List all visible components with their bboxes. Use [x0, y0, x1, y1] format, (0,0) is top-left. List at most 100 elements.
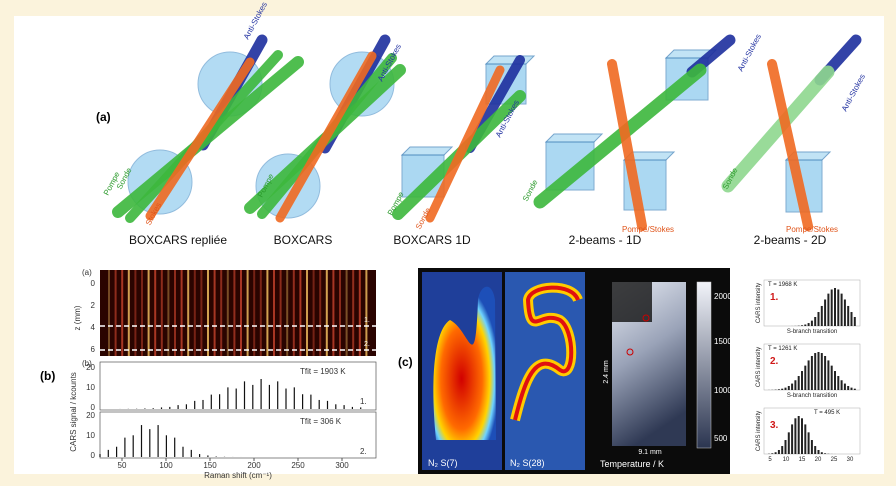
stripe [154, 270, 156, 356]
inset-temperature: T = 1261 K [768, 346, 797, 352]
inset-x-tick: 30 [847, 457, 854, 463]
inset-bar [771, 453, 773, 454]
inset-marker: 3. [770, 420, 779, 431]
inset-bar [794, 380, 796, 390]
inset-bar [785, 388, 787, 390]
inset-bar [811, 356, 813, 390]
stripe [306, 270, 308, 356]
stripe [313, 270, 315, 356]
x-tick-label: 300 [335, 461, 349, 470]
colorbar-tick: 2000 [714, 292, 732, 301]
inset-bar [847, 386, 849, 390]
inset-bar [821, 353, 823, 390]
z-tick: 6 [91, 345, 96, 354]
inset-x-label: S-branch transition [787, 393, 837, 399]
stripe [167, 270, 169, 356]
stripe [346, 270, 348, 356]
inset-bar [778, 389, 780, 390]
stripe [134, 270, 136, 356]
stripe [286, 270, 288, 356]
stripe [293, 270, 295, 356]
cell-top [546, 134, 602, 142]
panel-label: (a) [96, 110, 111, 124]
fit-label: Tfit = 1903 K [300, 367, 346, 376]
inset-bar [821, 452, 823, 454]
inset-bar [814, 353, 816, 390]
z-tick: 0 [91, 279, 96, 288]
colorbar-tick: 1000 [714, 386, 732, 395]
inset-bar [808, 360, 810, 390]
stripe [339, 270, 341, 356]
inset-bar [794, 418, 796, 454]
stripe [332, 270, 334, 356]
inset-bar [801, 418, 803, 454]
inset-bar [844, 384, 846, 390]
inset-bar [841, 380, 843, 390]
trace-label: 2. [360, 447, 367, 456]
sub-label: (a) [82, 268, 92, 277]
inset-bar [791, 424, 793, 454]
stripe [200, 270, 202, 356]
inset-bar [801, 371, 803, 390]
stripe [220, 270, 222, 356]
inset-bar [804, 325, 806, 326]
cut-label: 1. [364, 317, 370, 324]
inset-x-tick: 25 [831, 457, 838, 463]
inset-bar [831, 366, 833, 390]
inset-x-tick: 20 [815, 457, 822, 463]
caption: BOXCARS 1D [393, 233, 471, 247]
inset-bar [847, 306, 849, 326]
stripe [260, 270, 262, 356]
stripe [148, 270, 150, 356]
inset-bar [844, 299, 846, 326]
inset-bar [854, 317, 856, 326]
panel-label: (c) [398, 355, 413, 369]
inset-bar [837, 289, 839, 326]
colorbar [697, 282, 711, 448]
x-tick-label: 50 [118, 461, 127, 470]
inset-bar [814, 317, 816, 326]
x-tick-label: 150 [203, 461, 217, 470]
caption: 2-beams - 2D [754, 233, 827, 247]
inset-bar [818, 312, 820, 326]
inset-x-label: S-branch transition [787, 329, 837, 335]
scale-label: 2.4 mm [603, 360, 610, 384]
x-tick-label: 100 [159, 461, 173, 470]
stripe [128, 270, 130, 356]
cell-top [402, 147, 452, 155]
stripe [115, 270, 117, 356]
inset-bar [798, 376, 800, 390]
masked-region [612, 282, 652, 322]
stripe [319, 270, 321, 356]
inset-bar [811, 440, 813, 454]
inset-bar [778, 450, 780, 454]
inset-bar [837, 376, 839, 390]
cut-label: 2. [364, 341, 370, 348]
axis-label: z (mm) [73, 305, 82, 330]
image-label: Temperature / K [600, 459, 664, 469]
y-tick: 20 [86, 411, 95, 420]
y-tick: 10 [86, 431, 95, 440]
inset-bar [834, 288, 836, 326]
inset-bar [824, 299, 826, 326]
inset-bar [834, 371, 836, 390]
stripe [326, 270, 328, 356]
inset-bar [788, 432, 790, 454]
y-tick: 10 [86, 383, 95, 392]
inset-x-tick: 15 [799, 457, 806, 463]
inset-y-label: CARS intensity [756, 283, 762, 323]
stripe [194, 270, 196, 356]
stripe [214, 270, 216, 356]
image-label: N₂ S(7) [428, 458, 458, 468]
stripe [108, 270, 110, 356]
colorbar-tick: 1500 [714, 337, 732, 346]
colorbar-tick: 500 [714, 434, 728, 443]
stripe [227, 270, 229, 356]
inset-bar [851, 312, 853, 326]
caption: 2-beams - 1D [569, 233, 642, 247]
inset-bar [781, 446, 783, 454]
fit-label: Tfit = 306 K [300, 417, 342, 426]
inset-bar [827, 360, 829, 390]
stripe [280, 270, 282, 356]
